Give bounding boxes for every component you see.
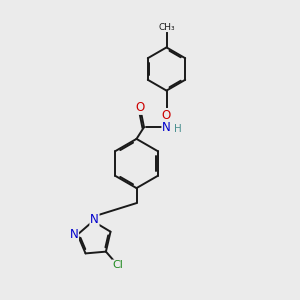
Text: N: N bbox=[162, 121, 171, 134]
Text: N: N bbox=[90, 213, 99, 226]
Text: O: O bbox=[135, 101, 144, 114]
Text: H: H bbox=[174, 124, 182, 134]
Text: CH₃: CH₃ bbox=[158, 22, 175, 32]
Text: O: O bbox=[162, 109, 171, 122]
Text: Cl: Cl bbox=[112, 260, 123, 270]
Text: N: N bbox=[70, 228, 78, 241]
